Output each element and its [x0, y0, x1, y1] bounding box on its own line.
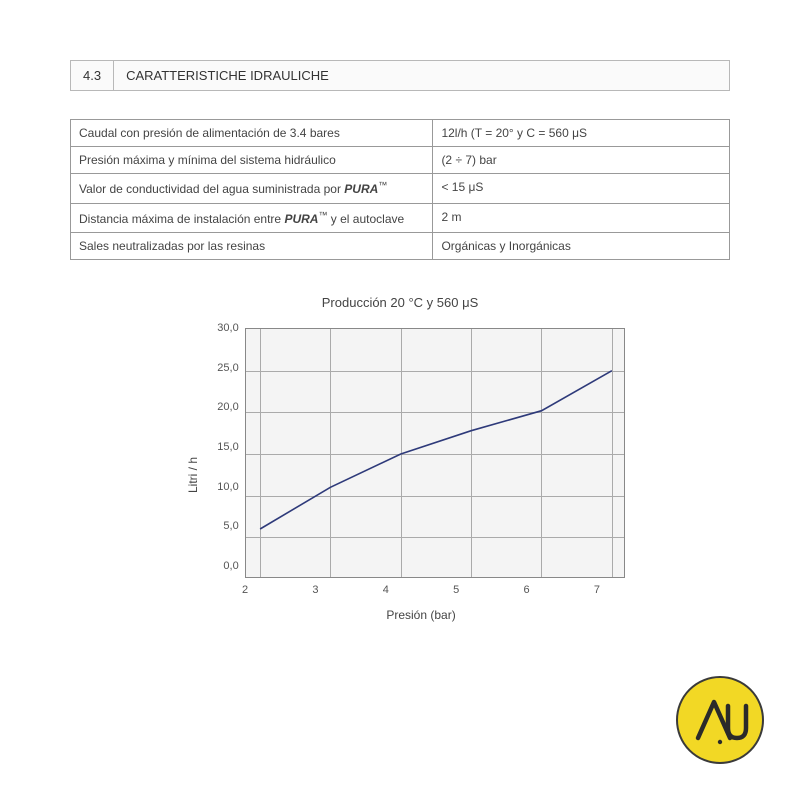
- chart-plot-area: [245, 328, 625, 578]
- table-row: Presión máxima y mínima del sistema hidr…: [71, 147, 730, 174]
- ytick-label: 0,0: [223, 560, 238, 572]
- ytick-label: 20,0: [217, 401, 238, 413]
- table-row: Valor de conductividad del agua suminist…: [71, 174, 730, 203]
- ytick-label: 10,0: [217, 481, 238, 493]
- ytick-label: 5,0: [223, 520, 238, 532]
- brand-name: PURA: [344, 182, 378, 196]
- chart-title: Producción 20 °C y 560 μS: [70, 295, 730, 310]
- spec-label: Caudal con presión de alimentación de 3.…: [71, 120, 433, 147]
- chart-plot-with-yticks: 30,0 25,0 20,0 15,0 10,0 5,0 0,0: [217, 328, 624, 578]
- chart-body: Litri / h 30,0 25,0 20,0 15,0 10,0 5,0 0…: [70, 328, 730, 622]
- table-row: Sales neutralizadas por las resinas Orgá…: [71, 232, 730, 259]
- table-row: Distancia máxima de instalación entre PU…: [71, 203, 730, 232]
- hydraulic-spec-table: Caudal con presión de alimentación de 3.…: [70, 119, 730, 260]
- chart-ylabel: Litri / h: [186, 457, 200, 493]
- brand-logo-icon: [690, 690, 750, 750]
- spec-value: < 15 μS: [433, 174, 730, 203]
- production-chart: Producción 20 °C y 560 μS Litri / h 30,0…: [70, 295, 730, 622]
- spec-label-text: Valor de conductividad del agua suminist…: [79, 182, 344, 196]
- spec-label: Sales neutralizadas por las resinas: [71, 232, 433, 259]
- xtick-label: 2: [242, 584, 248, 596]
- xtick-label: 6: [523, 584, 529, 596]
- spec-value: (2 ÷ 7) bar: [433, 147, 730, 174]
- ytick-label: 25,0: [217, 362, 238, 374]
- brand-logo-badge: [676, 676, 764, 764]
- spec-value: 12l/h (T = 20° y C = 560 μS: [433, 120, 730, 147]
- trademark-symbol: ™: [378, 180, 387, 190]
- xtick-label: 7: [594, 584, 600, 596]
- xtick-label: 5: [453, 584, 459, 596]
- section-title: CARATTERISTICHE IDRAULICHE: [114, 61, 729, 90]
- ytick-label: 30,0: [217, 322, 238, 334]
- spec-label: Valor de conductividad del agua suminist…: [71, 174, 433, 203]
- xtick-label: 4: [383, 584, 389, 596]
- spec-value: Orgánicas y Inorgánicas: [433, 232, 730, 259]
- brand-name: PURA: [284, 212, 318, 226]
- table-row: Caudal con presión de alimentación de 3.…: [71, 120, 730, 147]
- xtick-label: 3: [312, 584, 318, 596]
- ytick-label: 15,0: [217, 441, 238, 453]
- spec-label-text: Distancia máxima de instalación entre: [79, 212, 284, 226]
- spec-label: Distancia máxima de instalación entre PU…: [71, 203, 433, 232]
- chart-yticks: 30,0 25,0 20,0 15,0 10,0 5,0 0,0: [217, 322, 244, 572]
- chart-xticks: 2 3 4 5 6 7: [231, 584, 611, 598]
- chart-plot-column: 30,0 25,0 20,0 15,0 10,0 5,0 0,0 234567 …: [217, 328, 624, 622]
- spec-value: 2 m: [433, 203, 730, 232]
- spec-label-text-post: y el autoclave: [327, 212, 404, 226]
- section-number: 4.3: [71, 61, 114, 90]
- spec-label: Presión máxima y mínima del sistema hidr…: [71, 147, 433, 174]
- chart-xlabel: Presión (bar): [386, 608, 455, 622]
- section-header: 4.3 CARATTERISTICHE IDRAULICHE: [70, 60, 730, 91]
- chart-ylabel-container: Litri / h: [175, 468, 211, 482]
- chart-line-series: [246, 329, 626, 579]
